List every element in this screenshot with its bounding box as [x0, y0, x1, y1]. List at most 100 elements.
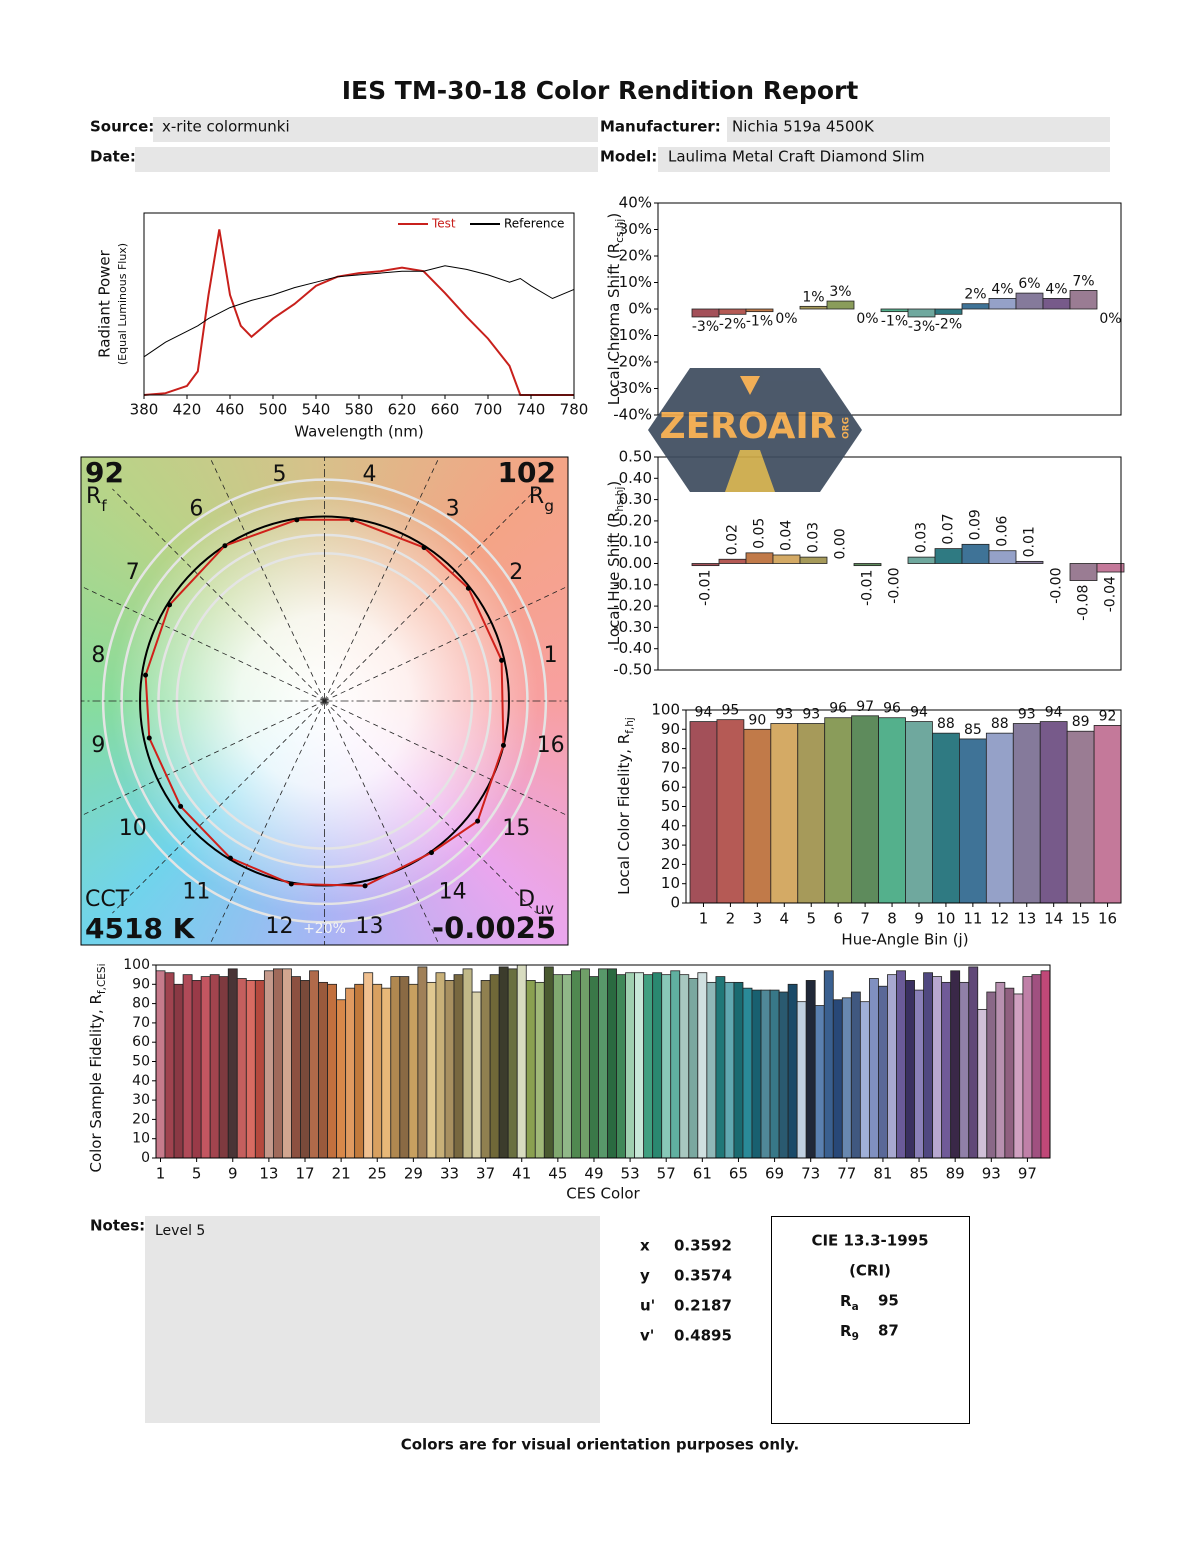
y-tick-label: -0.20 — [613, 597, 652, 615]
x-tick-label: 11 — [963, 910, 982, 928]
hue-bin-label: 10 — [119, 816, 147, 841]
notes-box — [145, 1216, 600, 1423]
value-label: 95 — [721, 703, 739, 719]
bar — [923, 972, 934, 1159]
sector-divider — [324, 700, 537, 914]
cri-label: Ra — [840, 1292, 859, 1314]
x-tick-label: 1 — [699, 910, 709, 928]
bar — [1015, 292, 1044, 310]
bar — [1066, 730, 1095, 904]
x-tick-label: 97 — [1018, 1165, 1037, 1183]
y-tick-label: 50 — [661, 797, 680, 815]
duv-label-part: D — [518, 887, 535, 912]
bar — [745, 308, 774, 313]
test-point — [475, 818, 481, 824]
x-tick-label: 77 — [837, 1165, 856, 1183]
watermark-icon — [740, 376, 760, 395]
test-point — [222, 543, 228, 549]
y-tick-label: 10 — [661, 874, 680, 892]
x-tick-label: 73 — [801, 1165, 820, 1183]
y-axis-label-part: Color Sample Fidelity, R — [87, 994, 105, 1172]
bar — [1093, 725, 1122, 904]
watermark-text: ZEROAIR — [659, 406, 836, 447]
rg-label-part: g — [544, 497, 554, 515]
x-tick-label: 2 — [726, 910, 736, 928]
x-tick-label: 49 — [584, 1165, 603, 1183]
bar — [691, 308, 720, 318]
x-tick-label: 8 — [887, 910, 897, 928]
bar — [760, 989, 771, 1159]
x-tick-label: 15 — [1071, 910, 1090, 928]
bar — [977, 1008, 988, 1159]
x-tick-label: 660 — [431, 401, 460, 419]
sector-divider — [209, 700, 325, 946]
bar — [643, 974, 654, 1159]
plot-frame — [657, 456, 1122, 671]
bar — [878, 985, 888, 1159]
bar — [164, 972, 175, 1159]
y-tick-label: -40% — [613, 406, 652, 424]
sector-divider — [324, 700, 440, 946]
hue-bin-label: 4 — [362, 462, 376, 487]
bar — [435, 972, 446, 1159]
y-tick-label: 0.20 — [619, 511, 652, 529]
bar — [769, 989, 780, 1159]
bar — [868, 978, 879, 1159]
chromaticity-label: u' — [640, 1297, 655, 1315]
duv-label: Duv — [518, 887, 554, 918]
cri-subtitle: (CRI) — [849, 1262, 891, 1280]
bar — [634, 972, 645, 1159]
field-box — [727, 117, 1110, 142]
value-label: 0.03 — [914, 522, 930, 553]
bar — [598, 968, 608, 1159]
hue-bin-label: 1 — [544, 643, 558, 668]
value-label: 0.07 — [941, 513, 957, 544]
cct-value: 4518 K — [85, 912, 196, 945]
value-label: 7% — [1072, 273, 1094, 289]
bar — [932, 976, 943, 1159]
test-point — [146, 735, 152, 741]
bar — [988, 550, 1017, 564]
rf-label: Rf — [86, 484, 107, 515]
bar — [426, 981, 437, 1159]
test-point — [499, 657, 505, 663]
bar — [799, 305, 828, 310]
bar — [480, 980, 491, 1159]
field-value: Laulima Metal Craft Diamond Slim — [668, 148, 925, 166]
spectrum-line — [143, 265, 575, 358]
test-point — [500, 742, 506, 748]
value-label: 93 — [1018, 707, 1036, 723]
bar — [814, 1005, 825, 1159]
x-axis-label: Hue-Angle Bin (j) — [841, 931, 968, 949]
bar — [245, 980, 256, 1159]
sector-divider — [324, 488, 537, 702]
value-label: -0.01 — [698, 570, 714, 606]
bar — [381, 987, 392, 1159]
x-tick-label: 380 — [130, 401, 159, 419]
bar — [670, 970, 681, 1159]
x-tick-label: 21 — [332, 1165, 351, 1183]
x-tick-label: 9 — [228, 1165, 238, 1183]
bar — [1039, 721, 1068, 904]
hue-bin-label: 15 — [502, 816, 530, 841]
bar — [516, 964, 527, 1159]
cri-value: 87 — [878, 1322, 899, 1340]
y-tick-label: -10% — [613, 326, 652, 344]
y-axis-label-part: cs,hj — [614, 219, 626, 243]
bar — [291, 976, 301, 1159]
x-tick-label: 41 — [512, 1165, 531, 1183]
ring — [120, 496, 529, 906]
bar — [1004, 987, 1015, 1159]
rf-label-part: R — [86, 484, 101, 509]
notes-label: Notes: — [90, 1217, 145, 1235]
value-label: 96 — [883, 701, 901, 717]
y-tick-label: 0.50 — [619, 448, 652, 466]
chromaticity-value: 0.3574 — [674, 1267, 732, 1285]
watermark-badge — [648, 368, 862, 492]
sector-divider — [324, 585, 569, 702]
cri-label-part: R — [840, 1322, 852, 1340]
bar — [824, 717, 853, 904]
bar — [985, 732, 1014, 904]
y-axis-label: Local Chroma Shift (Rcs,hj) — [605, 213, 627, 405]
ring-label: +20% — [303, 921, 346, 937]
